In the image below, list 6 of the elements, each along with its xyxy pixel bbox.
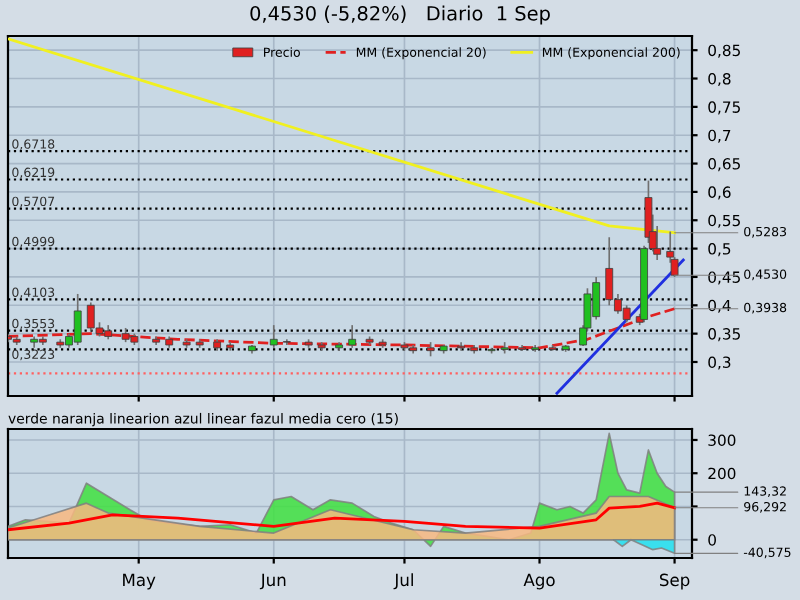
x-tick-label: May	[123, 573, 156, 590]
chart-title: 0,4530 (-5,82%) Diario 1 Sep	[250, 5, 550, 25]
x-tick-label: Ago	[523, 573, 555, 590]
x-tick-label: Sep	[659, 573, 690, 590]
x-tick-label: Jun	[259, 573, 286, 590]
x-tick-label: Jul	[393, 573, 413, 590]
